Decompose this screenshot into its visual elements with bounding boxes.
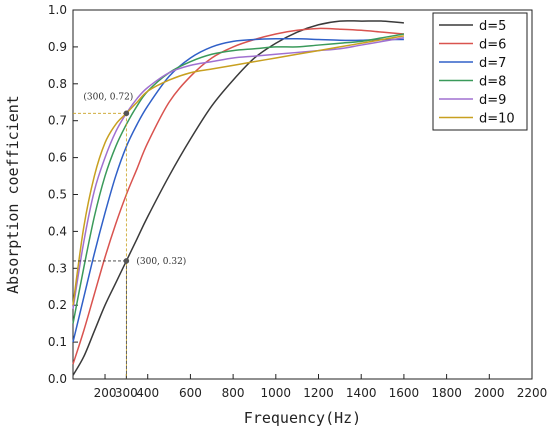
y-tick-label: 0.3 — [48, 261, 67, 275]
y-tick-label: 0.8 — [48, 77, 67, 91]
legend-label: d=9 — [479, 93, 506, 108]
annotation-marker — [123, 110, 130, 117]
x-tick-label: 400 — [136, 386, 159, 400]
y-axis-title: Absorption coefficient — [4, 95, 22, 294]
legend-label: d=6 — [479, 38, 506, 53]
x-tick-label: 1800 — [431, 386, 462, 400]
x-tick-label: 1000 — [261, 386, 292, 400]
y-tick-label: 0.6 — [48, 151, 67, 165]
x-axis-title: Frequency(Hz) — [244, 409, 361, 427]
series-line-d-6 — [72, 27, 404, 365]
y-tick-label: 0.0 — [48, 372, 67, 386]
y-tick-label: 0.1 — [48, 335, 67, 349]
x-tick-label: 200 — [94, 386, 117, 400]
y-tick-label: 0.4 — [48, 224, 67, 238]
y-tick-label: 1.0 — [48, 3, 67, 17]
x-tick-label: 800 — [222, 386, 245, 400]
annotation-label: (300, 0.72) — [83, 91, 133, 102]
x-tick-label: 2000 — [474, 386, 505, 400]
series-line-d-9 — [72, 36, 405, 310]
x-tick-label: 2200 — [517, 386, 548, 400]
y-tick-label: 0.9 — [48, 40, 67, 54]
series-line-d-10 — [72, 35, 405, 306]
legend-label: d=5 — [479, 19, 506, 34]
y-tick-label: 0.2 — [48, 298, 67, 312]
x-tick-label: 1200 — [303, 386, 334, 400]
annotation-label: (300, 0.32) — [136, 256, 186, 267]
x-tick-label: 1400 — [346, 386, 377, 400]
y-tick-label: 0.5 — [48, 188, 67, 202]
series-line-d-8 — [72, 33, 405, 324]
x-tick-label: 300 — [115, 386, 138, 400]
x-tick-label: 1600 — [389, 386, 420, 400]
series-line-d-7 — [72, 37, 404, 343]
legend-label: d=10 — [479, 112, 515, 127]
y-tick-label: 0.7 — [48, 114, 67, 128]
legend-box — [432, 12, 528, 131]
series-line-d-5 — [72, 20, 404, 376]
x-tick-label: 600 — [179, 386, 202, 400]
legend-label: d=8 — [479, 75, 506, 90]
annotation-marker — [123, 258, 130, 264]
legend-label: d=7 — [479, 56, 506, 71]
